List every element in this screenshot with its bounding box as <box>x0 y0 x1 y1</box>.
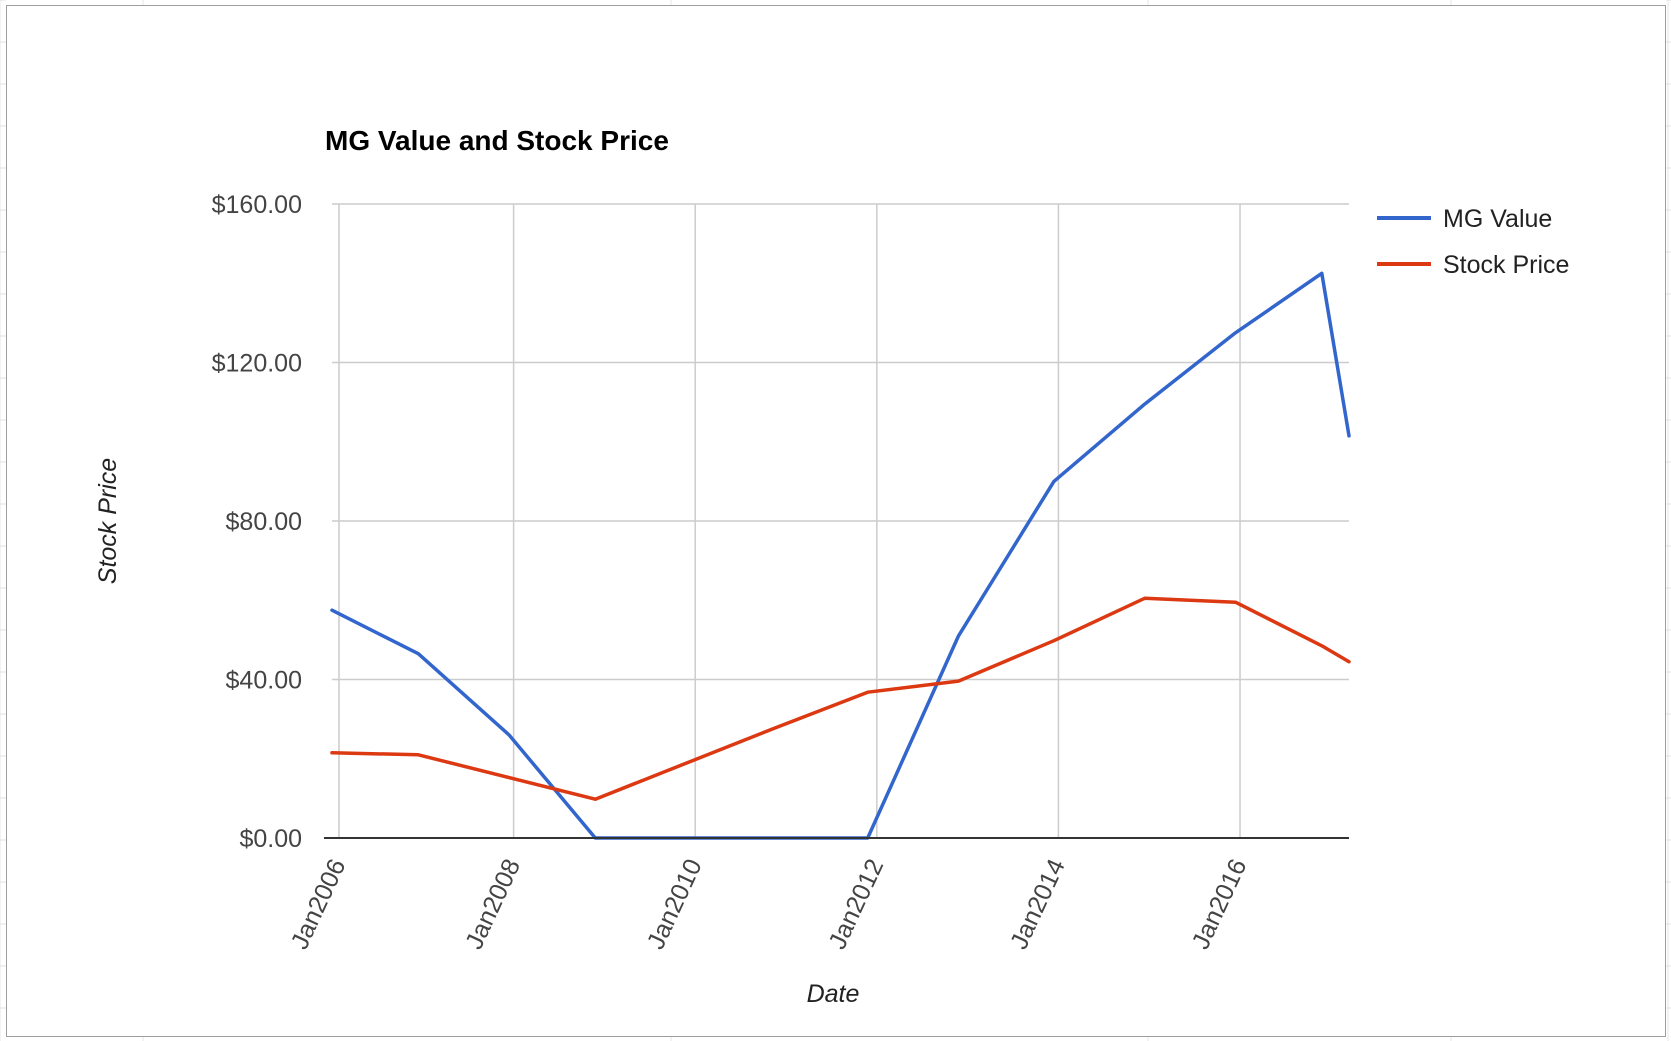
y-tick-label: $120.00 <box>212 350 302 378</box>
y-axis-title: Stock Price <box>94 458 122 584</box>
x-tick-label: Jan2012 <box>823 855 889 954</box>
legend-label: Stock Price <box>1443 251 1569 279</box>
gridlines <box>332 203 1349 838</box>
x-tick-label: Jan2016 <box>1187 855 1253 954</box>
x-axis-title: Date <box>807 980 860 1008</box>
x-tick-label: Jan2014 <box>1005 855 1071 954</box>
x-tick-label: Jan2006 <box>286 855 352 954</box>
line-chart: $0.00 $40.00 $80.00 $120.00 $160.00 Jan2006 Ja… <box>94 125 1569 1008</box>
y-tick-label: $160.00 <box>212 191 302 219</box>
y-tick-label: $0.00 <box>239 825 302 853</box>
series-lines <box>330 271 1351 840</box>
legend: MG Value Stock Price <box>1377 205 1569 279</box>
x-tick-label: Jan2008 <box>460 855 526 954</box>
y-tick-label: $80.00 <box>226 508 302 536</box>
legend-label: MG Value <box>1443 205 1552 233</box>
series-line-mg-value <box>330 271 1351 840</box>
y-tick-label: $40.00 <box>226 667 302 695</box>
chart-title: MG Value and Stock Price <box>325 125 669 156</box>
x-tick-label: Jan2010 <box>642 855 708 954</box>
chart-container[interactable]: $0.00 $40.00 $80.00 $120.00 $160.00 Jan2006 Ja… <box>6 5 1666 1037</box>
series-line-stock-price <box>330 596 1351 801</box>
